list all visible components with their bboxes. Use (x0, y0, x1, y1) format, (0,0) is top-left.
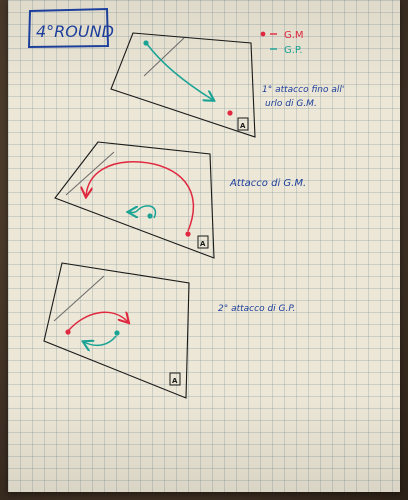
gp-marker (147, 213, 153, 219)
ring-outline (110, 32, 256, 138)
gp-marker (114, 330, 120, 336)
legend-red-label: G.M (284, 30, 304, 41)
round-title: 4°ROUND (36, 22, 114, 41)
gm-marker (227, 110, 233, 116)
ring-diagonal (65, 151, 115, 196)
diagram-2: A Attacco di G.M. (54, 141, 306, 259)
diagram-3-caption: 2° attacco di G.P. (218, 304, 295, 314)
svg-text:A: A (240, 122, 246, 130)
diagram-1-caption-line1: 1° attacco fino all' (262, 85, 344, 95)
legend-teal-label: G.P. (284, 45, 303, 56)
ring-diagonal (143, 37, 185, 77)
gp-path-arrow (84, 335, 117, 345)
judge-box (169, 372, 181, 386)
gm-path-arrow (68, 312, 128, 331)
judge-box (237, 117, 249, 131)
ring-outline (43, 262, 190, 399)
diagram-2-caption: Attacco di G.M. (229, 178, 306, 189)
gp-path-arrow (146, 43, 213, 100)
gm-marker (65, 329, 71, 335)
gm-path-arrow (86, 161, 195, 232)
svg-text:A: A (172, 377, 178, 385)
diagram-1: A 1° attacco fino all' urlo di G.M. (110, 32, 344, 138)
legend: G.M G.P. (260, 30, 304, 56)
judge-box (197, 235, 209, 249)
svg-text:A: A (200, 240, 206, 248)
ring-diagonal (53, 275, 105, 322)
title-box: 4°ROUND (27, 7, 114, 49)
ring-outline (54, 141, 215, 259)
gp-path-arrow (129, 205, 157, 219)
diagram-1-caption-line2: urlo di G.M. (265, 99, 317, 109)
gm-marker (185, 231, 191, 237)
diagram-3: A 2° attacco di G.P. (43, 262, 295, 399)
legend-red-dot (260, 31, 266, 37)
